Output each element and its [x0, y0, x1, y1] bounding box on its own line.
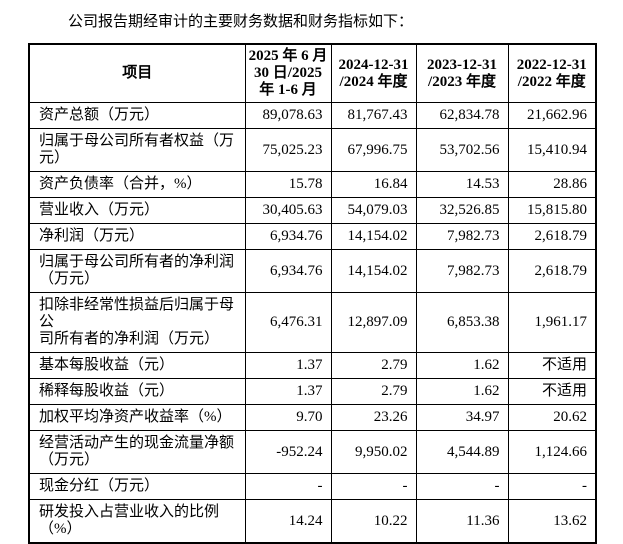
value-cell: 12,897.09: [330, 292, 417, 353]
value-cell: 6,476.31: [244, 292, 332, 353]
value-cell: 9.70: [244, 404, 332, 431]
table-row: 经营活动产生的现金流量净额 （万元） -952.24 9,950.02 4,544.8…: [28, 430, 597, 474]
row-label: 现金分红（万元）: [28, 473, 246, 500]
header-cell-item: 项目: [28, 43, 246, 103]
value-cell: -: [244, 473, 332, 500]
header-cell-period: 2022-12-31 /2022 年度: [507, 43, 597, 103]
row-label: 净利润（万元）: [28, 223, 246, 250]
value-cell: 67,996.75: [330, 128, 417, 172]
table-row: 归属于母公司所有者权益（万元） 75,025.23 67,996.75 53,702.…: [28, 128, 597, 172]
header-cell-period: 2024-12-31 /2024 年度: [330, 43, 417, 103]
table-row: 净利润（万元） 6,934.76 14,154.02 7,982.73 2,618.79: [28, 223, 597, 250]
row-label: 扣除非经常性损益后归属于母公 司所有者的净利润（万元）: [28, 292, 246, 353]
value-cell: 15,815.80: [507, 197, 597, 224]
value-cell: 1.37: [244, 352, 332, 379]
value-cell: 53,702.56: [415, 128, 509, 172]
value-cell: -: [415, 473, 509, 500]
row-label: 营业收入（万元）: [28, 197, 246, 224]
value-cell: 21,662.96: [507, 102, 597, 129]
value-cell: 不适用: [507, 352, 597, 379]
row-label: 经营活动产生的现金流量净额 （万元）: [28, 430, 246, 474]
value-cell: -: [507, 473, 597, 500]
value-cell: 13.62: [507, 499, 597, 544]
row-label: 加权平均净资产收益率（%）: [28, 404, 246, 431]
value-cell: 7,982.73: [415, 249, 509, 293]
value-cell: 不适用: [507, 378, 597, 405]
value-cell: 20.62: [507, 404, 597, 431]
header-cell-period: 2023-12-31 /2023 年度: [415, 43, 509, 103]
table-row: 基本每股收益（元） 1.37 2.79 1.62 不适用: [28, 352, 597, 379]
row-label: 归属于母公司所有者权益（万元）: [28, 128, 246, 172]
value-cell: 1,124.66: [507, 430, 597, 474]
value-cell: 1,961.17: [507, 292, 597, 353]
value-cell: 62,834.78: [415, 102, 509, 129]
table-row: 稀释每股收益（元） 1.37 2.79 1.62 不适用: [28, 378, 597, 405]
value-cell: 23.26: [330, 404, 417, 431]
value-cell: 1.62: [415, 378, 509, 405]
row-label: 资产总额（万元）: [28, 102, 246, 129]
table-row: 扣除非经常性损益后归属于母公 司所有者的净利润（万元） 6,476.31 12,89…: [28, 292, 597, 353]
value-cell: 16.84: [330, 171, 417, 198]
value-cell: 14.24: [244, 499, 332, 544]
value-cell: 2,618.79: [507, 249, 597, 293]
value-cell: 14.53: [415, 171, 509, 198]
value-cell: -952.24: [244, 430, 332, 474]
value-cell: 89,078.63: [244, 102, 332, 129]
value-cell: 30,405.63: [244, 197, 332, 224]
value-cell: 2.79: [330, 352, 417, 379]
row-label: 资产负债率（合并，%）: [28, 171, 246, 198]
row-label: 研发投入占营业收入的比例（%）: [28, 499, 246, 544]
table-row: 加权平均净资产收益率（%） 9.70 23.26 34.97 20.62: [28, 404, 597, 431]
header-cell-period: 2025 年 6 月 30 日/2025 年 1-6 月: [244, 43, 332, 103]
value-cell: 15.78: [244, 171, 332, 198]
value-cell: 2,618.79: [507, 223, 597, 250]
table-row: 研发投入占营业收入的比例（%） 14.24 10.22 11.36 13.62: [28, 499, 597, 544]
value-cell: 54,079.03: [330, 197, 417, 224]
table-header-row: 项目 2025 年 6 月 30 日/2025 年 1-6 月 2024-12-31…: [28, 43, 597, 103]
row-label: 归属于母公司所有者的净利润 （万元）: [28, 249, 246, 293]
value-cell: 28.86: [507, 171, 597, 198]
value-cell: 4,544.89: [415, 430, 509, 474]
table-row: 营业收入（万元） 30,405.63 54,079.03 32,526.85 15,81…: [28, 197, 597, 224]
value-cell: 7,982.73: [415, 223, 509, 250]
value-cell: 1.62: [415, 352, 509, 379]
value-cell: 6,853.38: [415, 292, 509, 353]
table-row: 资产总额（万元） 89,078.63 81,767.43 62,834.78 21,66…: [28, 102, 597, 129]
table-row: 资产负债率（合并，%） 15.78 16.84 14.53 28.86: [28, 171, 597, 198]
value-cell: -: [330, 473, 417, 500]
value-cell: 11.36: [415, 499, 509, 544]
value-cell: 32,526.85: [415, 197, 509, 224]
value-cell: 34.97: [415, 404, 509, 431]
financial-data-table: 项目 2025 年 6 月 30 日/2025 年 1-6 月 2024-12-31…: [28, 43, 597, 544]
value-cell: 81,767.43: [330, 102, 417, 129]
table-row: 现金分红（万元） - - - -: [28, 473, 597, 500]
section-title: 公司报告期经审计的主要财务数据和财务指标如下：: [68, 14, 414, 30]
value-cell: 14,154.02: [330, 223, 417, 250]
value-cell: 2.79: [330, 378, 417, 405]
value-cell: 1.37: [244, 378, 332, 405]
row-label: 稀释每股收益（元）: [28, 378, 246, 405]
value-cell: 15,410.94: [507, 128, 597, 172]
table-row: 归属于母公司所有者的净利润 （万元） 6,934.76 14,154.02 7,982…: [28, 249, 597, 293]
value-cell: 6,934.76: [244, 249, 332, 293]
value-cell: 9,950.02: [330, 430, 417, 474]
value-cell: 14,154.02: [330, 249, 417, 293]
value-cell: 6,934.76: [244, 223, 332, 250]
value-cell: 10.22: [330, 499, 417, 544]
value-cell: 75,025.23: [244, 128, 332, 172]
row-label: 基本每股收益（元）: [28, 352, 246, 379]
